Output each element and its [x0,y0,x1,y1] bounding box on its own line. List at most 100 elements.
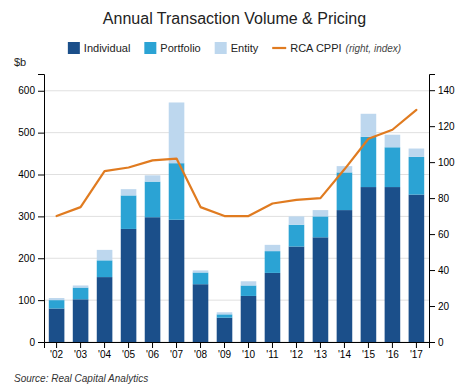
tick-mark [416,342,417,348]
tick: '07 [170,342,183,360]
bar [385,187,401,342]
bar [313,210,329,216]
tick-label: '07 [170,349,183,360]
axis-line [430,75,436,343]
legend: Individual Portfolio Entity RCA CPPI (right,… [68,42,401,54]
tick-label: 20 [438,301,450,312]
bar [409,149,425,157]
tick: '16 [386,342,399,360]
bar [73,288,89,300]
tick-mark [429,234,435,235]
legend-item: Portfolio [144,42,200,54]
bar [337,210,353,342]
tick: 100 [429,157,455,168]
tick: '11 [266,342,279,360]
bar [289,216,305,224]
legend-label: Portfolio [160,42,200,54]
tick-label: '06 [146,349,159,360]
bar [265,251,281,273]
tick-label: '11 [266,349,279,360]
bar [169,220,185,342]
tick: '06 [146,342,159,360]
y-axis: 0100200300400500600 [18,75,44,348]
tick: 60 [429,229,450,240]
tick: 0 [429,337,444,348]
bar [97,260,113,277]
tick-mark [368,342,369,348]
tick-mark [429,90,435,91]
tick-label: 60 [438,229,450,240]
plot-area [49,102,424,342]
tick-label: 120 [438,121,455,132]
tick: '12 [290,342,303,360]
tick-mark [38,133,44,134]
bar [121,229,137,342]
tick: 40 [429,265,450,276]
bar [241,296,257,342]
bar [49,300,65,308]
tick-mark [320,342,321,348]
tick: 200 [18,253,44,264]
bar [265,245,281,251]
tick-mark [392,342,393,348]
legend-label: RCA CPPI [290,42,341,54]
tick: '02 [50,342,63,360]
tick-mark [200,342,201,348]
tick-label: 400 [18,169,35,180]
tick-mark [80,342,81,348]
tick-mark [38,91,44,92]
tick-mark [344,342,345,348]
bar [241,281,257,285]
bar [409,157,425,195]
tick-label: 300 [18,211,35,222]
bar [73,285,89,287]
tick: '15 [362,342,375,360]
bar [385,147,401,187]
bar [289,247,305,342]
bar [409,195,425,342]
tick-label: 500 [18,127,35,138]
bar [265,273,281,342]
bar [145,182,161,218]
tick-mark [38,216,44,217]
tick-mark [38,175,44,176]
tick: '10 [242,342,255,360]
bar [145,175,161,181]
tick-mark [224,342,225,348]
tick-label: '02 [50,349,63,360]
tick: 400 [18,169,44,180]
tick: 120 [429,121,455,132]
bar-series [49,187,424,342]
tick: 20 [429,301,450,312]
bar [49,298,65,300]
axis-line [45,343,430,349]
tick: '03 [74,342,87,360]
bar [73,299,89,342]
tick-label: '05 [122,349,135,360]
legend-note: (right, index) [346,43,402,54]
tick-label: 0 [29,337,35,348]
bar [289,225,305,247]
title: Annual Transaction Volume & Pricing [103,10,366,27]
tick: 300 [18,211,44,222]
tick-mark [429,126,435,127]
tick-label: 140 [438,85,455,96]
axis-line [38,75,45,343]
tick-mark [429,270,435,271]
legend-item: Individual [68,42,130,54]
x-axis: '02'03'04'05'06'07'08'09'10'11'12'13'14'… [45,342,430,360]
legend-item: Entity [215,42,259,54]
tick-label: '16 [386,349,399,360]
tick-label: '17 [410,349,423,360]
bar-series [49,102,424,314]
chart: Annual Transaction Volume & Pricing '02 '0… [0,0,469,392]
bar [121,195,137,229]
bar [193,270,209,272]
tick-label: 40 [438,265,450,276]
bar [97,277,113,342]
tick: '13 [314,342,327,360]
tick-label: '08 [194,349,207,360]
tick-label: '15 [362,349,375,360]
bar [97,250,113,260]
bar [313,216,329,237]
